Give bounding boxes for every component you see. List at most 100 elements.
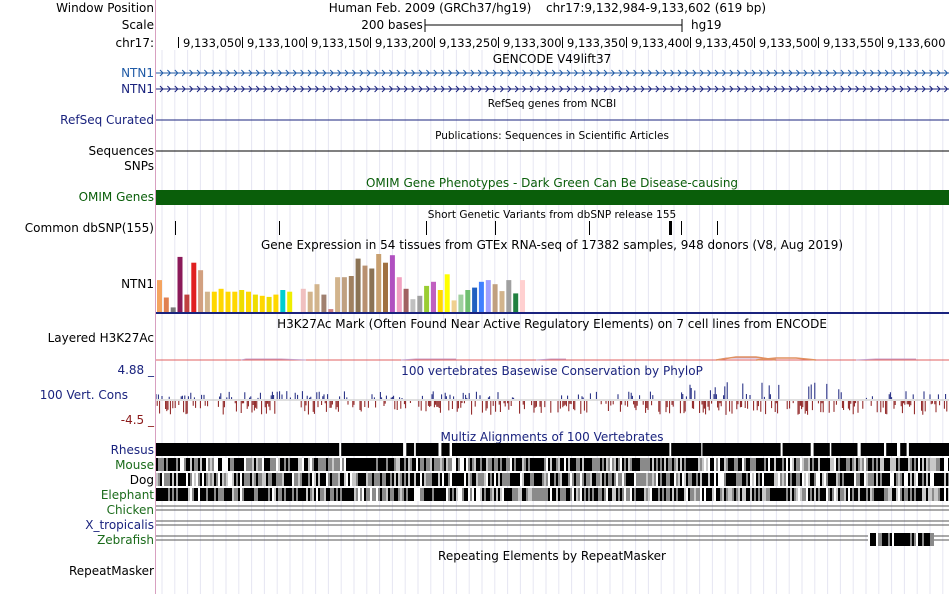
gtex-tissue-bar: [492, 284, 498, 312]
gtex-tissue-bar: [355, 258, 361, 312]
multiz-species-mouse[interactable]: Mouse: [115, 458, 154, 472]
gtex-tissue-bar: [424, 285, 430, 312]
publications-title: Publications: Sequences in Scientific Ar…: [435, 130, 669, 142]
rmsk-label[interactable]: RepeatMasker: [68, 564, 154, 578]
dbsnp-label[interactable]: Common dbSNP(155): [24, 221, 154, 235]
gtex-tissue-bar: [417, 295, 423, 312]
gtex-tissue-bar: [163, 297, 169, 312]
gtex-tissue-bar: [259, 295, 265, 312]
gtex-tissue-bar: [314, 284, 320, 312]
ruler-tick-label: 9,133,400: [626, 36, 690, 50]
multiz-species-dog[interactable]: Dog: [129, 473, 154, 487]
gtex-title: Gene Expression in 54 tissues from GTEx …: [260, 238, 844, 252]
phylop-wiggle[interactable]: [156, 377, 949, 427]
multiz-species-elephant[interactable]: Elephant: [100, 488, 154, 502]
gtex-tissue-bar: [273, 294, 279, 312]
gtex-tissue-bar: [513, 293, 519, 312]
phylop-label[interactable]: 100 Vert. Cons: [39, 388, 128, 402]
gtex-expression-chart[interactable]: [156, 252, 949, 314]
assembly-title: Human Feb. 2009 (GRCh37/hg19): [328, 1, 532, 15]
multiz-species-zebrafish[interactable]: Zebrafish: [97, 533, 154, 547]
gtex-tissue-bar: [184, 294, 190, 312]
omim-feature[interactable]: [156, 190, 949, 205]
ruler-tick-label: 9,133,100: [242, 36, 306, 50]
gtex-tissue-bar: [465, 290, 471, 312]
dbsnp-variant-tick: [681, 221, 682, 235]
position-readout: chr17:9,132,984-9,133,602 (619 bp): [545, 1, 767, 15]
dbsnp-variants[interactable]: [156, 220, 949, 236]
ruler-tick-label: 9,133,600: [882, 36, 946, 50]
ruler-tick-label: 9,133,550: [818, 36, 882, 50]
gtex-tissue-bar: [383, 262, 388, 312]
gtex-tissue-bar: [307, 291, 313, 312]
gencode-row-2-label[interactable]: NTN1: [121, 82, 154, 96]
gtex-label[interactable]: NTN1: [121, 277, 154, 291]
ruler-tick-label: 9,133,300: [498, 36, 562, 50]
gtex-tissue-bar: [506, 280, 512, 312]
phylop-max-label: 4.88 _: [117, 363, 154, 377]
phylop-negative-scores: [156, 401, 948, 415]
multiz-species-chicken[interactable]: Chicken: [106, 503, 154, 517]
scale-label: Scale: [121, 18, 154, 32]
refseq-label[interactable]: RefSeq Curated: [60, 113, 154, 127]
h3k27ac-label[interactable]: Layered H3K27Ac: [47, 331, 154, 345]
gtex-tissue-bar: [211, 291, 217, 312]
ruler-tick-label: 9,133,500: [754, 36, 818, 50]
dbsnp-variant-tick: [717, 221, 718, 235]
gtex-tissue-bar: [472, 287, 478, 312]
gtex-tissue-bar: [389, 255, 395, 312]
multiz-title: Multiz Alignments of 100 Vertebrates: [440, 430, 664, 444]
gtex-tissue-bar: [403, 288, 409, 312]
gtex-tissue-bar: [246, 291, 251, 312]
ruler-tick-label: 9,133,150: [306, 36, 370, 50]
gencode-title: GENCODE V49lift37: [492, 52, 612, 66]
dbsnp-variant-tick: [589, 221, 590, 235]
publications-sequences-label[interactable]: Sequences: [88, 144, 154, 158]
publications-feature[interactable]: [156, 144, 949, 158]
gtex-tissue-bar: [431, 281, 436, 312]
ruler-tick-label: 9,133,450: [690, 36, 754, 50]
phylop-min-label: -4.5 _: [120, 413, 154, 427]
gtex-tissue-bar: [218, 288, 224, 312]
window-position-label: Window Position: [56, 1, 154, 15]
refseq-feature[interactable]: [156, 113, 949, 127]
publications-snps-label[interactable]: SNPs: [124, 159, 154, 173]
dbsnp-variant-tick: [279, 221, 280, 235]
phylop-title: 100 vertebrates Basewise Conservation by…: [401, 364, 703, 378]
omim-title: OMIM Gene Phenotypes - Dark Green Can Be…: [365, 176, 739, 190]
chrom-label: chr17:: [115, 36, 154, 50]
h3k27ac-title: H3K27Ac Mark (Often Found Near Active Re…: [277, 317, 827, 331]
gtex-tissue-bar: [191, 262, 197, 312]
gtex-tissue-bar: [458, 294, 464, 312]
gtex-tissue-bar: [478, 281, 484, 312]
gtex-tissue-bar: [287, 291, 293, 312]
gencode-row-1-label[interactable]: NTN1: [121, 66, 154, 80]
h3k27ac-signal[interactable]: [156, 352, 949, 362]
multiz-species-rhesus[interactable]: Rhesus: [110, 443, 154, 457]
gtex-tissue-bar: [177, 256, 183, 312]
gtex-tissue-bar: [157, 280, 162, 312]
gtex-tissue-bar: [266, 296, 272, 312]
gtex-tissue-bar: [239, 290, 245, 312]
multiz-species-xtropicalis[interactable]: X_tropicalis: [85, 518, 154, 532]
dbsnp-title: Short Genetic Variants from dbSNP releas…: [427, 209, 677, 221]
gtex-tissue-bar: [321, 294, 327, 312]
gtex-tissue-bar: [348, 276, 354, 312]
gtex-tissue-bar: [362, 265, 368, 312]
gtex-tissue-bar: [437, 290, 443, 312]
gtex-tissue-bar: [232, 291, 238, 312]
dbsnp-variant-tick: [670, 221, 672, 235]
ruler-tick-label: 9,133,050: [178, 36, 242, 50]
gtex-tissue-bar: [198, 270, 204, 312]
gtex-tissue-bar: [335, 277, 341, 312]
gencode-row-1-feature[interactable]: [156, 66, 949, 80]
gtex-tissue-bar: [328, 309, 334, 312]
dbsnp-variant-tick: [495, 221, 496, 235]
multiz-alignment-blocks[interactable]: [156, 443, 949, 548]
gtex-tissue-bar: [252, 294, 258, 312]
dbsnp-variant-tick: [175, 221, 176, 235]
omim-label[interactable]: OMIM Genes: [78, 190, 154, 204]
gencode-row-2-feature[interactable]: [156, 82, 949, 96]
